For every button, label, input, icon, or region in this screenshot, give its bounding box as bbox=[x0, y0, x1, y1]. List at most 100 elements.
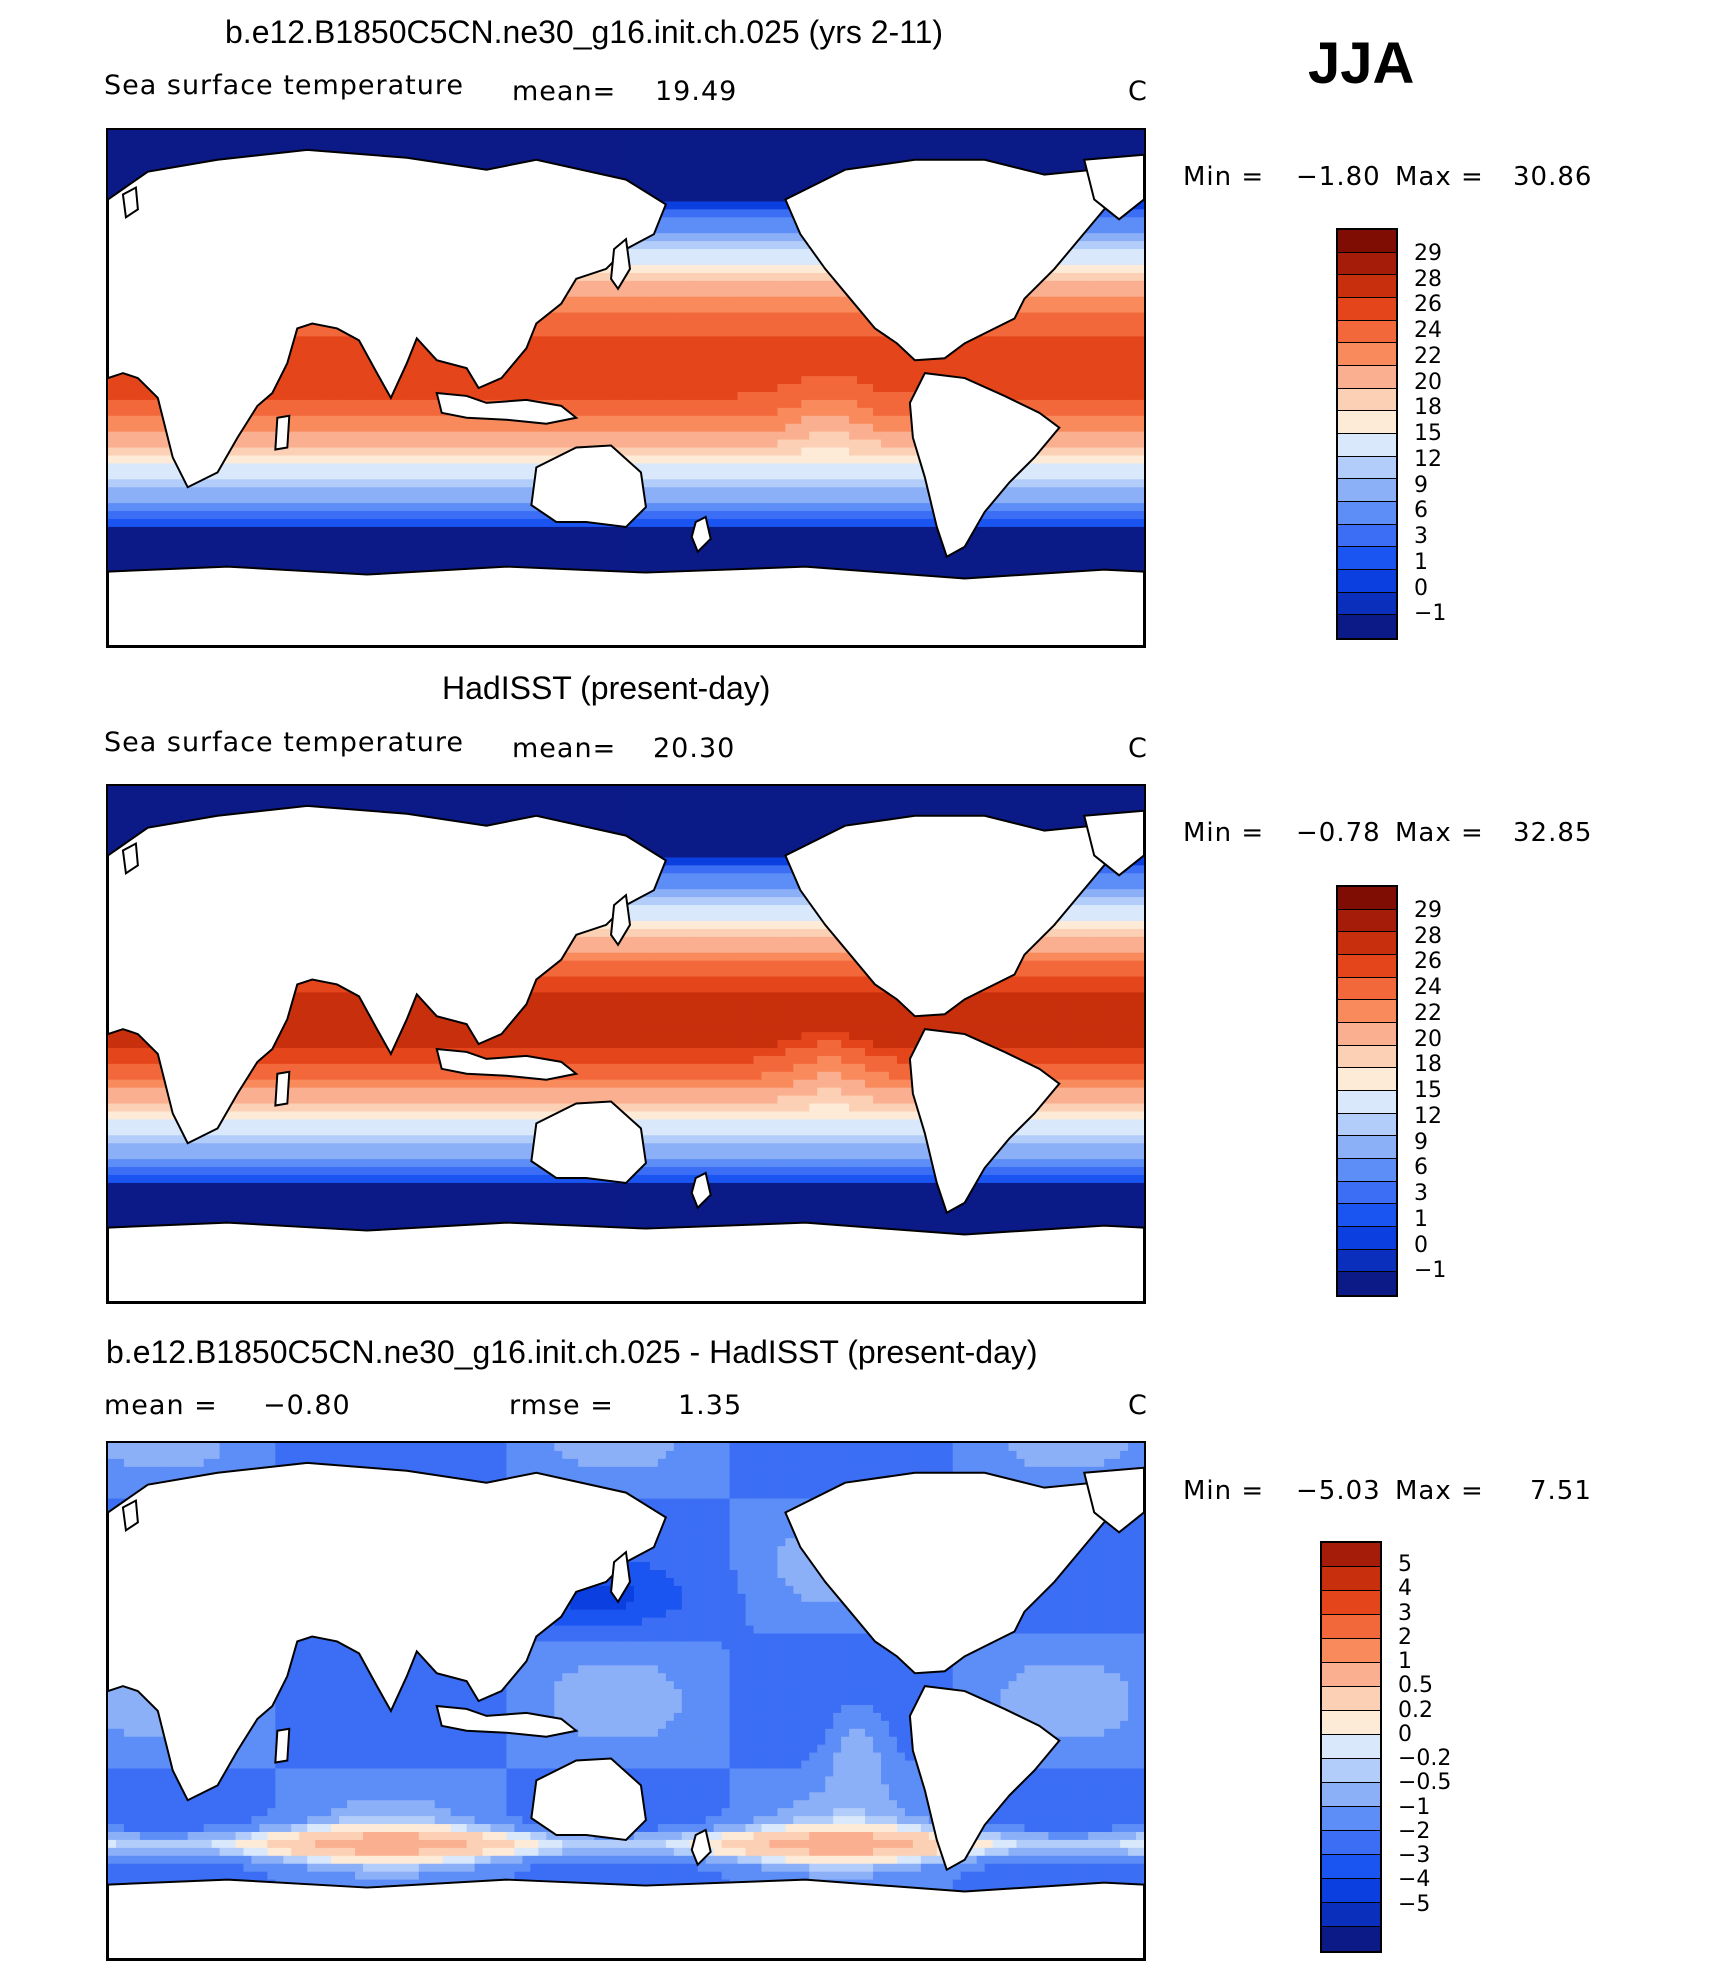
colorbar-segment bbox=[1322, 1783, 1380, 1807]
coastline bbox=[610, 1550, 632, 1604]
panel3-min-value: −5.03 bbox=[1296, 1476, 1381, 1506]
coastline bbox=[690, 1171, 712, 1210]
colorbar-segment bbox=[1338, 1158, 1396, 1182]
colorbar-segment bbox=[1338, 569, 1396, 593]
coastline bbox=[274, 1727, 291, 1764]
panel3-map bbox=[106, 1441, 1146, 1961]
colorbar-level-label: 29 bbox=[1414, 241, 1442, 266]
panel2-max-label: Max = bbox=[1395, 818, 1484, 848]
colorbar-level-label: 26 bbox=[1414, 292, 1442, 317]
colorbar-level-label: −1 bbox=[1414, 1258, 1446, 1283]
coastline bbox=[610, 893, 632, 947]
panel1-min-value: −1.80 bbox=[1296, 162, 1381, 192]
panel2-units: C bbox=[1128, 733, 1148, 764]
panel1-max-value: 30.86 bbox=[1513, 162, 1592, 192]
colorbar-segment bbox=[1338, 479, 1396, 502]
panel3-rmse-value: 1.35 bbox=[678, 1390, 742, 1421]
colorbar-level-label: 20 bbox=[1414, 370, 1442, 395]
colorbar-segment bbox=[1322, 1663, 1380, 1687]
coastline bbox=[121, 1498, 139, 1533]
colorbar-segment bbox=[1322, 1807, 1380, 1831]
colorbar-segment bbox=[1338, 1136, 1396, 1159]
panel1-min-label: Min = bbox=[1183, 162, 1264, 192]
colorbar-segment bbox=[1322, 1615, 1380, 1639]
colorbar-level-label: 0 bbox=[1414, 1233, 1428, 1258]
coastline bbox=[610, 237, 632, 291]
panel2-colorbar bbox=[1336, 885, 1398, 1297]
panel3-mean-label: mean = bbox=[104, 1390, 218, 1421]
coastline bbox=[108, 1878, 1144, 1959]
coastline bbox=[690, 515, 712, 554]
coastline bbox=[274, 414, 291, 451]
colorbar-segment bbox=[1322, 1927, 1380, 1951]
coastline bbox=[530, 1100, 647, 1184]
colorbar-segment bbox=[1338, 909, 1396, 933]
coastline bbox=[784, 158, 1144, 362]
colorbar-level-label: 15 bbox=[1414, 1078, 1442, 1103]
land-masses bbox=[108, 148, 1144, 646]
panel3-title: b.e12.B1850C5CN.ne30_g16.init.ch.025 - H… bbox=[106, 1334, 1038, 1371]
coastline bbox=[784, 1471, 1144, 1675]
colorbar-segment bbox=[1322, 1687, 1380, 1711]
colorbar-level-label: 0 bbox=[1398, 1722, 1412, 1747]
panel3-rmse-label: rmse = bbox=[509, 1390, 614, 1421]
panel1-max-label: Max = bbox=[1395, 162, 1484, 192]
colorbar-segment bbox=[1338, 954, 1396, 978]
colorbar-segment bbox=[1322, 1543, 1380, 1567]
colorbar-level-label: 0.5 bbox=[1398, 1673, 1433, 1698]
colorbar-segment bbox=[1322, 1567, 1380, 1591]
colorbar-level-label: 22 bbox=[1414, 1001, 1442, 1026]
colorbar-level-label: 9 bbox=[1414, 1130, 1428, 1155]
coastline bbox=[908, 372, 1061, 559]
colorbar-level-label: 26 bbox=[1414, 949, 1442, 974]
coastline bbox=[690, 1828, 712, 1867]
colorbar-level-label: 2 bbox=[1398, 1625, 1412, 1650]
colorbar-level-label: 1 bbox=[1398, 1649, 1412, 1674]
panel2-mean-label: mean= bbox=[512, 733, 616, 764]
colorbar-level-label: 1 bbox=[1414, 550, 1428, 575]
coastline bbox=[121, 841, 139, 876]
colorbar-segment bbox=[1322, 1711, 1380, 1735]
colorbar-level-label: 6 bbox=[1414, 1155, 1428, 1180]
colorbar-level-label: 3 bbox=[1414, 1181, 1428, 1206]
colorbar-level-label: 4 bbox=[1398, 1576, 1412, 1601]
panel1-colorbar bbox=[1336, 228, 1398, 640]
colorbar-segment bbox=[1338, 932, 1396, 955]
coastline bbox=[908, 1685, 1061, 1872]
panel3-min-label: Min = bbox=[1183, 1476, 1264, 1506]
panel3-units: C bbox=[1128, 1390, 1148, 1421]
colorbar-level-label: 12 bbox=[1414, 447, 1442, 472]
panel1-units: C bbox=[1128, 76, 1148, 107]
colorbar-segment bbox=[1338, 592, 1396, 616]
colorbar-level-label: 3 bbox=[1414, 524, 1428, 549]
colorbar-segment bbox=[1322, 1879, 1380, 1903]
colorbar-segment bbox=[1338, 1045, 1396, 1069]
colorbar-segment bbox=[1338, 547, 1396, 570]
colorbar-level-label: 15 bbox=[1414, 421, 1442, 446]
colorbar-segment bbox=[1338, 1068, 1396, 1091]
colorbar-level-label: −1 bbox=[1414, 601, 1446, 626]
panel1-variable: Sea surface temperature bbox=[104, 70, 464, 101]
colorbar-segment bbox=[1338, 1249, 1396, 1273]
coastline bbox=[274, 1070, 291, 1107]
colorbar-segment bbox=[1322, 1591, 1380, 1615]
land-masses bbox=[108, 1461, 1144, 1959]
colorbar-level-label: 1 bbox=[1414, 1207, 1428, 1232]
coastline bbox=[784, 814, 1144, 1018]
colorbar-segment bbox=[1322, 1759, 1380, 1783]
colorbar-segment bbox=[1338, 343, 1396, 366]
colorbar-level-label: 24 bbox=[1414, 975, 1442, 1000]
colorbar-segment bbox=[1338, 1226, 1396, 1250]
colorbar-segment bbox=[1338, 887, 1396, 910]
panel2-map bbox=[106, 784, 1146, 1304]
panel3-colorbar bbox=[1320, 1541, 1382, 1953]
colorbar-level-label: 9 bbox=[1414, 473, 1428, 498]
colorbar-level-label: 22 bbox=[1414, 344, 1442, 369]
panel1-mean-value: 19.49 bbox=[655, 76, 737, 107]
coastline bbox=[530, 1757, 647, 1841]
colorbar-segment bbox=[1338, 320, 1396, 344]
colorbar-segment bbox=[1338, 1272, 1396, 1295]
panel1-title: b.e12.B1850C5CN.ne30_g16.init.ch.025 (yr… bbox=[225, 14, 943, 51]
panel2-mean-value: 20.30 bbox=[653, 733, 735, 764]
coastline bbox=[435, 391, 579, 425]
